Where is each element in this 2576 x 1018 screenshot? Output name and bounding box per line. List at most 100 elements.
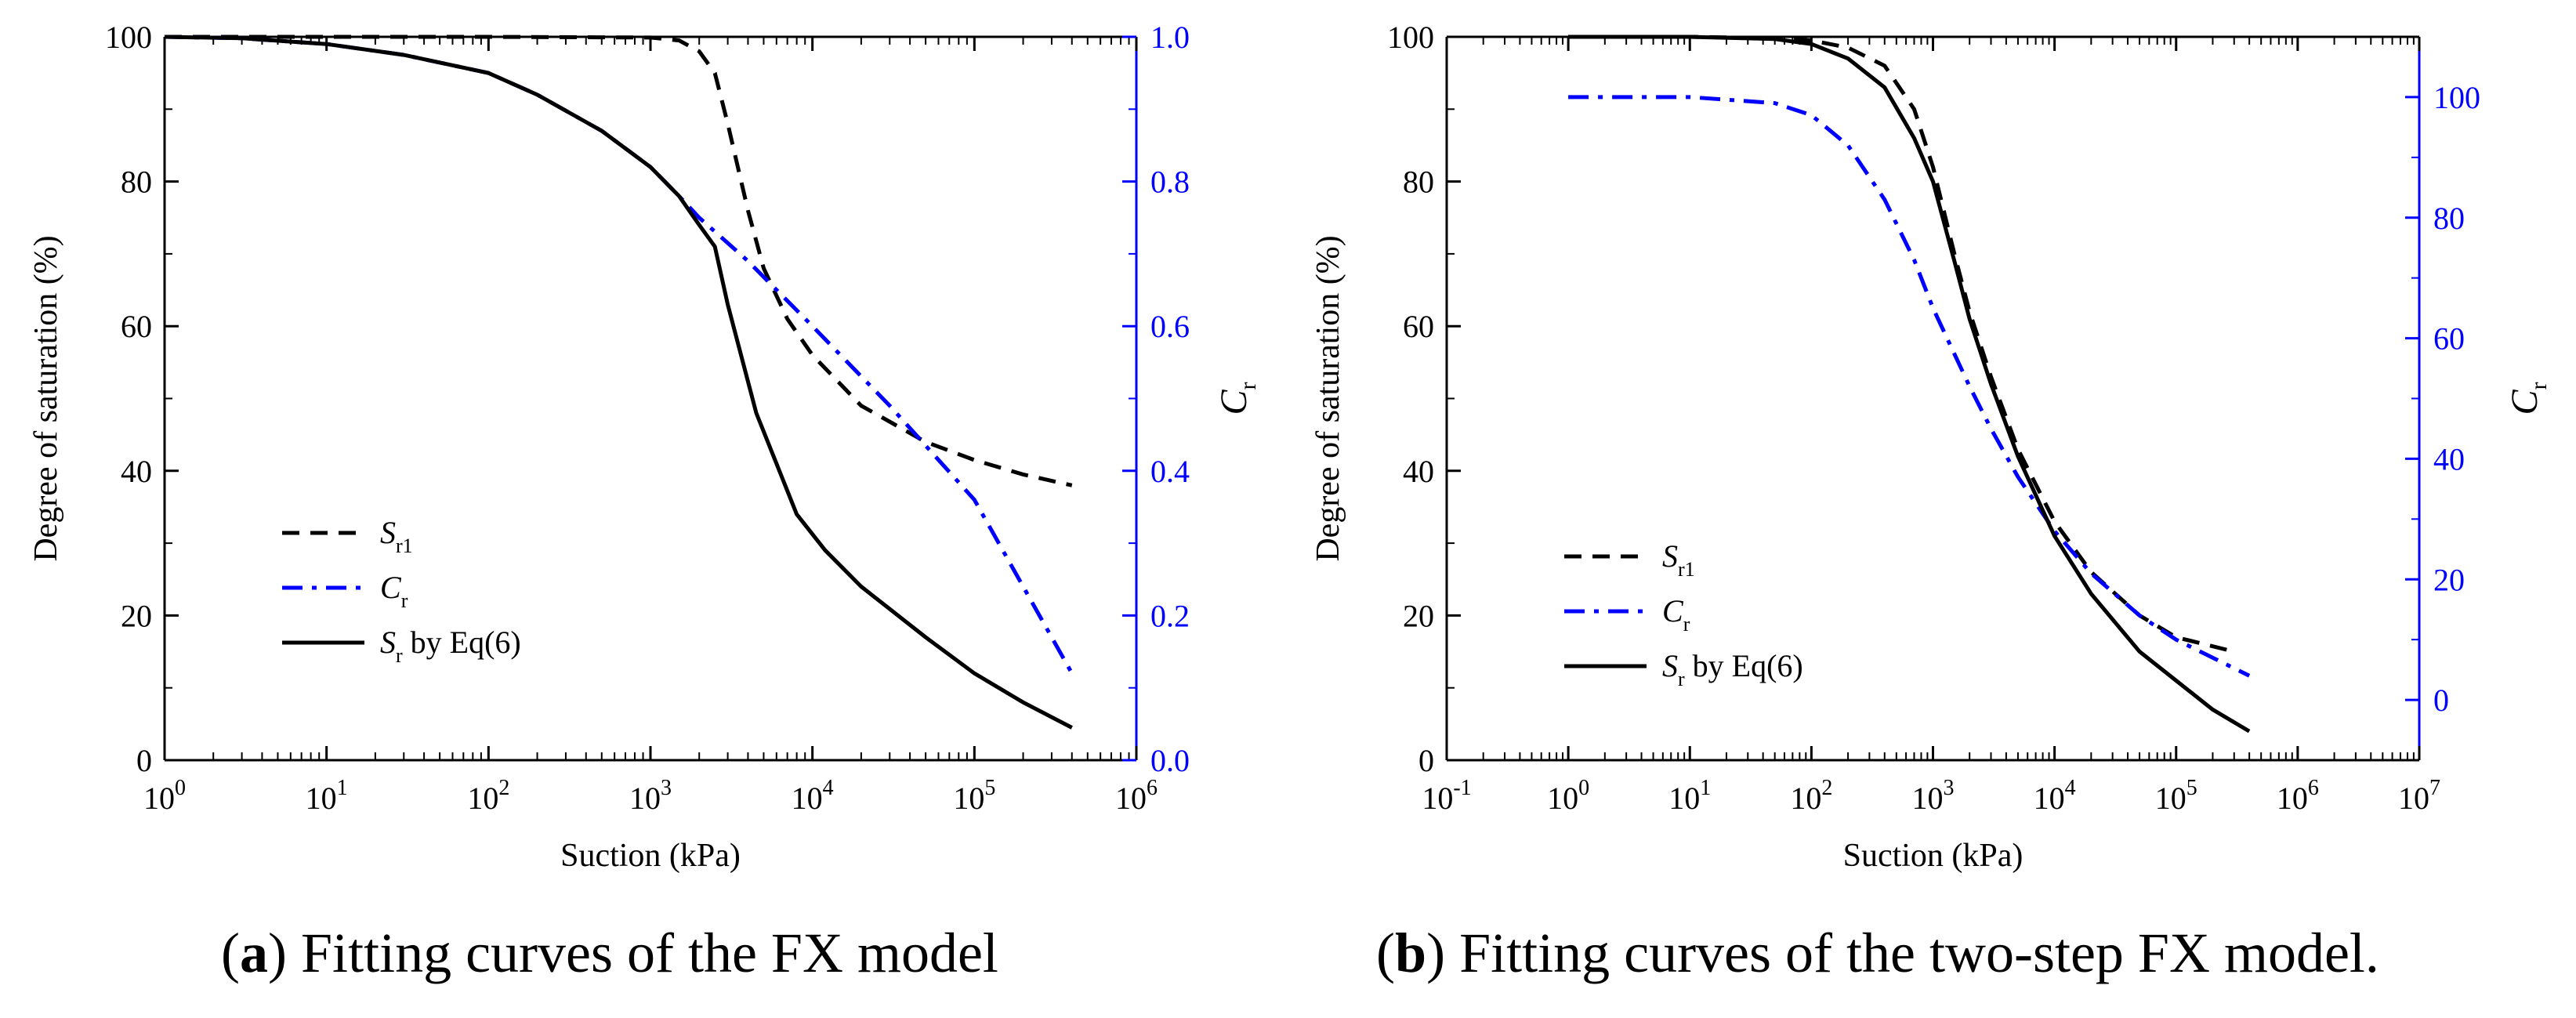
tick-label-base: 10 (1115, 781, 1147, 816)
y-axis-title: Degree of saturation (%) (1310, 235, 1346, 561)
x-tick-label: 105 (2155, 776, 2197, 816)
y2-tick-label: 0.2 (1150, 598, 1190, 633)
x-tick-label: 100 (143, 776, 186, 816)
y2-tick-label: 40 (2433, 441, 2465, 476)
legend-label-sub: r1 (396, 534, 413, 557)
tick-label-base: 10 (143, 781, 175, 816)
legend-label-suffix: by Eq(6) (403, 625, 521, 660)
caption-close-paren: ) (1426, 922, 1459, 984)
x-tick-label: 102 (1790, 776, 1832, 816)
y2-tick-label: 20 (2433, 562, 2465, 597)
tick-label-exponent: 4 (2065, 776, 2076, 800)
x-tick-label: 100 (1547, 776, 1589, 816)
y2-tick-label: 1.0 (1150, 20, 1190, 55)
y2-tick-label: 0 (2433, 683, 2449, 718)
tick-label-exponent: 2 (498, 776, 509, 800)
x-tick-label: 103 (629, 776, 672, 816)
legend-label-main: S (380, 625, 396, 660)
tick-label-base: 10 (629, 781, 661, 816)
y-tick-label: 20 (1403, 598, 1434, 633)
tick-label-base: 10 (1422, 781, 1453, 816)
x-tick-label: 106 (2277, 776, 2319, 816)
tick-label-base: 10 (306, 781, 337, 816)
tick-label-exponent: 2 (1821, 776, 1832, 800)
tick-label-base: 10 (2398, 781, 2429, 816)
y-tick-label: 100 (1387, 20, 1434, 55)
tick-label-base: 10 (2155, 781, 2187, 816)
y-tick-label: 60 (121, 309, 152, 344)
tick-label-base: 10 (1547, 781, 1578, 816)
tick-label-exponent: -1 (1453, 776, 1471, 800)
caption-letter: a (240, 922, 268, 984)
caption-open-paren: ( (1376, 922, 1395, 984)
y-tick-label: 80 (1403, 165, 1434, 200)
tick-label-exponent: 7 (2429, 776, 2440, 800)
x-tick-label: 105 (953, 776, 995, 816)
chart-panel-a: 100 101 102 103 104 105 1060204060801000.00.20… (28, 20, 1261, 984)
legend-label-sr: Sr by Eq(6) (380, 625, 521, 667)
x-tick-label: 101 (1668, 776, 1711, 816)
legend-label-suffix: by Eq(6) (1685, 648, 1803, 683)
panel-caption: (a) Fitting curves of the FX model (221, 922, 998, 984)
tick-label-base: 10 (467, 781, 498, 816)
legend-label-sr1: Sr1 (1662, 538, 1695, 581)
legend-label-sub: r (1678, 668, 1685, 690)
caption-text: Fitting curves of the two-step FX model. (1459, 922, 2379, 984)
y-tick-label: 40 (1403, 454, 1434, 489)
x-tick-label: 107 (2398, 776, 2440, 816)
y-tick-label: 0 (136, 743, 152, 778)
y2-tick-label: 100 (2433, 80, 2480, 115)
caption-close-paren: ) (268, 922, 301, 984)
panel-caption: (b) Fitting curves of the two-step FX mo… (1376, 922, 2379, 984)
y-tick-label: 80 (121, 165, 152, 200)
legend-label-sr: Sr by Eq(6) (1662, 648, 1803, 690)
tick-label-exponent: 1 (337, 776, 348, 800)
legend-label-sub: r1 (1678, 558, 1695, 581)
x-axis-title: Suction (kPa) (1843, 838, 2023, 874)
legend-label-sub: r (401, 589, 408, 612)
tick-label-base: 10 (1790, 781, 1821, 816)
y2-tick-label: 60 (2433, 321, 2465, 357)
y-tick-label: 60 (1403, 309, 1434, 344)
tick-label-exponent: 4 (823, 776, 834, 800)
tick-label-exponent: 5 (2187, 776, 2197, 800)
tick-label-exponent: 1 (1700, 776, 1711, 800)
y2-title-main: C (2504, 389, 2545, 415)
legend-label-main: C (1662, 593, 1684, 629)
legend-label-main: S (1662, 648, 1678, 683)
tick-label-exponent: 5 (984, 776, 995, 800)
x-tick-label: 103 (1912, 776, 1955, 816)
y2-title-sub: r (2526, 382, 2552, 389)
y2-tick-label: 0.4 (1150, 454, 1190, 489)
tick-label-exponent: 0 (175, 776, 186, 800)
tick-label-exponent: 3 (1944, 776, 1955, 800)
tick-label-base: 10 (2034, 781, 2065, 816)
legend-label-cr: Cr (380, 570, 408, 612)
y-tick-label: 20 (121, 598, 152, 633)
legend-label-cr: Cr (1662, 593, 1690, 636)
x-tick-label: 104 (792, 776, 834, 816)
tick-label-exponent: 6 (1147, 776, 1158, 800)
legend-label-sr1: Sr1 (380, 515, 413, 557)
tick-label-base: 10 (792, 781, 823, 816)
tick-label-base: 10 (2277, 781, 2308, 816)
x-tick-label: 104 (2034, 776, 2076, 816)
caption-open-paren: ( (221, 922, 240, 984)
tick-label-exponent: 6 (2308, 776, 2319, 800)
legend-label-main: S (380, 515, 396, 550)
series-line-sr (1568, 34, 2251, 734)
legend-label-main: S (1662, 538, 1678, 574)
chart-panel-b: 10-1 100 101 102 103 104 105 106 107020406080100… (1310, 20, 2552, 984)
caption-letter: b (1395, 922, 1426, 984)
x-tick-label: 10-1 (1422, 776, 1471, 816)
caption-text: Fitting curves of the FX model (301, 922, 998, 984)
x-tick-label: 106 (1115, 776, 1158, 816)
legend-label-sub: r (396, 644, 403, 667)
x-axis-title: Suction (kPa) (560, 838, 741, 874)
y-axis-title: Degree of saturation (%) (28, 235, 64, 561)
series-line-cr (1568, 95, 2251, 678)
legend-label-sub: r (1683, 613, 1690, 636)
y2-tick-label: 0.0 (1150, 743, 1190, 778)
